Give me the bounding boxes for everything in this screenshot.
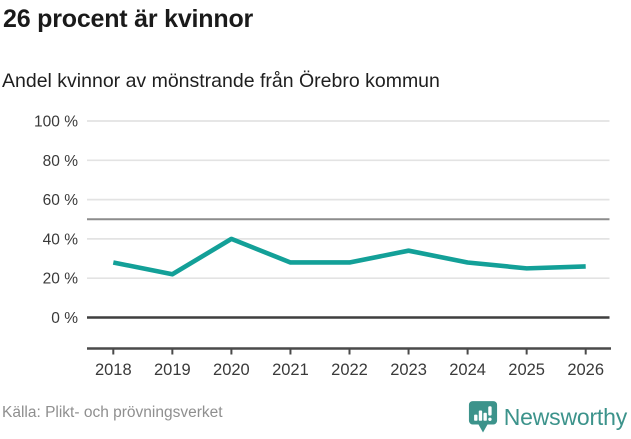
y-tick-label: 20 % bbox=[43, 271, 79, 288]
logo-badge bbox=[468, 401, 497, 433]
x-tick-label: 2020 bbox=[213, 361, 250, 379]
y-tick-label: 0 % bbox=[51, 310, 78, 327]
line-chart: 0 % 20 % 40 % 60 % 80 % 100 % 2018 2019 2020 2021… bbox=[34, 114, 611, 379]
brand-name: Newsworthy bbox=[503, 403, 627, 430]
logo-exclamation-bar bbox=[487, 406, 492, 416]
x-tick-label: 2022 bbox=[331, 361, 368, 379]
source-credit: Källa: Plikt- och prövningsverket bbox=[2, 404, 223, 421]
y-tick-label: 100 % bbox=[34, 114, 78, 131]
page-title: 26 procent är kvinnor bbox=[3, 5, 254, 33]
x-tick-label: 2018 bbox=[95, 361, 132, 379]
logo-bar-medium bbox=[483, 412, 487, 421]
logo-exclamation-dot bbox=[487, 417, 492, 421]
x-tick-label: 2026 bbox=[567, 361, 604, 379]
y-tick-label: 80 % bbox=[43, 153, 79, 170]
chart-subtitle: Andel kvinnor av mönstrande från Örebro … bbox=[2, 70, 440, 92]
x-tick-label: 2019 bbox=[154, 361, 191, 379]
newsworthy-logo: Newsworthy bbox=[468, 400, 627, 434]
x-tick-label: 2021 bbox=[272, 361, 309, 379]
data-line-series bbox=[112, 236, 586, 277]
y-tick-label: 60 % bbox=[43, 192, 79, 209]
logo-bar-small bbox=[473, 414, 478, 421]
y-tick-label: 40 % bbox=[43, 231, 79, 248]
newsworthy-logo-icon bbox=[468, 401, 497, 433]
x-tick-label: 2025 bbox=[508, 361, 545, 379]
logo-bar-tall bbox=[478, 410, 482, 421]
x-tick-label: 2023 bbox=[390, 361, 427, 379]
x-tick-label: 2024 bbox=[449, 361, 486, 379]
